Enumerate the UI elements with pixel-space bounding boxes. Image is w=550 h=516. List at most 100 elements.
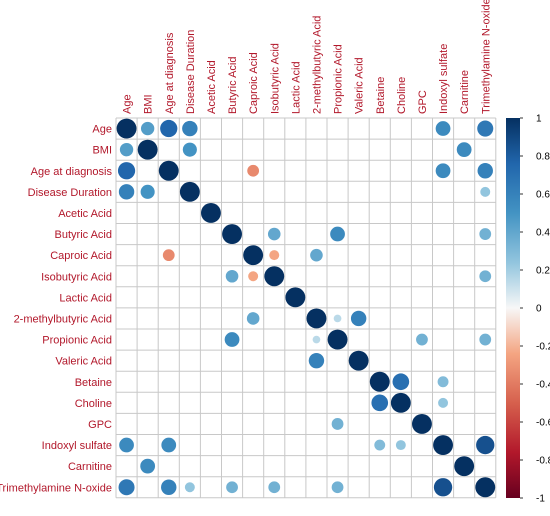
correlation-circle bbox=[480, 186, 491, 197]
column-label: Valeric Acid bbox=[354, 57, 366, 114]
correlation-circle bbox=[412, 414, 432, 434]
column-label: Propionic Acid bbox=[333, 44, 345, 114]
correlation-circle bbox=[435, 121, 451, 136]
correlation-circle bbox=[479, 228, 492, 240]
correlation-circle bbox=[477, 163, 493, 179]
column-label: Disease Duration bbox=[185, 30, 197, 114]
row-label: 2-methylbutyric Acid bbox=[14, 313, 112, 325]
correlation-circle bbox=[179, 181, 200, 202]
row-label: Acetic Acid bbox=[58, 208, 112, 220]
colorbar-tick-label: 0.4 bbox=[536, 228, 550, 239]
colorbar-tick-label: 0 bbox=[536, 304, 542, 315]
colorbar-gradient bbox=[506, 118, 520, 498]
correlation-circle bbox=[392, 373, 410, 391]
column-label: 2-methylbutyric Acid bbox=[311, 16, 323, 114]
correlation-circle bbox=[433, 435, 453, 455]
row-label: Carnitine bbox=[68, 461, 112, 473]
correlation-circle bbox=[140, 184, 155, 199]
correlation-circle bbox=[327, 329, 348, 350]
column-label: Caproic Acid bbox=[248, 52, 260, 114]
correlation-circle bbox=[246, 312, 260, 325]
correlation-circle bbox=[119, 437, 134, 453]
correlation-circle bbox=[456, 142, 472, 158]
column-label: Age bbox=[122, 94, 134, 114]
correlation-circle bbox=[161, 437, 177, 453]
correlation-circle bbox=[140, 121, 155, 136]
row-label: Isobutyric Acid bbox=[41, 271, 112, 283]
colorbar: 1 0.8 0.6 0.4 0.2 0 -0.2 -0.4 -0.6 -0.8 -1 bbox=[506, 114, 550, 505]
correlation-circle bbox=[348, 350, 369, 371]
colorbar-tick-label: -0.6 bbox=[536, 418, 550, 429]
grid bbox=[115, 117, 497, 499]
column-label: Betaine bbox=[375, 77, 387, 114]
correlation-circle bbox=[390, 392, 411, 413]
correlation-circle bbox=[416, 333, 428, 346]
row-label: Lactic Acid bbox=[59, 292, 112, 304]
correlation-cells bbox=[116, 118, 496, 498]
correlation-circle bbox=[285, 287, 306, 308]
correlation-circle bbox=[268, 481, 281, 494]
row-label: BMI bbox=[92, 145, 112, 157]
correlation-circle bbox=[438, 397, 449, 408]
correlation-circle bbox=[264, 266, 285, 287]
correlation-circle bbox=[330, 226, 345, 242]
correlation-circle bbox=[222, 224, 242, 244]
column-label: Carnitine bbox=[459, 70, 471, 114]
correlation-circle bbox=[224, 332, 240, 347]
correlation-circle bbox=[225, 269, 239, 283]
correlation-circle bbox=[201, 203, 221, 223]
column-label: Indoxyl sulfate bbox=[438, 44, 450, 114]
correlation-circle bbox=[182, 120, 198, 137]
correlation-circle bbox=[331, 418, 344, 430]
correlation-circle bbox=[137, 139, 158, 160]
correlation-circle bbox=[454, 456, 475, 477]
correlation-circle bbox=[161, 479, 177, 495]
colorbar-tick-label: -0.2 bbox=[536, 342, 550, 353]
column-label: Trimethylamine N-oxide bbox=[480, 0, 492, 114]
correlation-circle bbox=[437, 376, 449, 388]
correlation-circle bbox=[140, 458, 156, 474]
correlation-circle bbox=[395, 440, 406, 451]
correlation-circle bbox=[116, 118, 137, 139]
correlation-circle bbox=[243, 245, 264, 266]
column-label: BMI bbox=[143, 94, 155, 114]
correlation-circle bbox=[331, 481, 344, 494]
row-label: Indoxyl sulfate bbox=[42, 440, 112, 452]
colorbar-tick-label: 0.6 bbox=[536, 190, 550, 201]
column-label: Lactic Acid bbox=[290, 61, 302, 114]
correlation-circle bbox=[479, 270, 492, 283]
correlation-circle bbox=[248, 271, 259, 282]
correlation-circle bbox=[117, 162, 136, 180]
correlation-circle bbox=[269, 250, 280, 261]
colorbar-tick-label: -0.8 bbox=[536, 456, 550, 467]
correlation-circle bbox=[308, 352, 325, 369]
colorbar-tick-label: 1 bbox=[536, 114, 542, 125]
correlation-circle bbox=[182, 142, 197, 157]
correlation-circle bbox=[369, 371, 390, 392]
correlation-circle bbox=[479, 333, 492, 346]
colorbar-tick-label: -1 bbox=[536, 494, 545, 505]
correlation-circle bbox=[118, 184, 135, 200]
correlation-circle bbox=[371, 394, 389, 412]
column-label: Isobutyric Acid bbox=[269, 43, 281, 114]
row-label: Valeric Acid bbox=[55, 356, 112, 368]
column-labels: Age BMI Age at diagnosis Disease Duration Ac… bbox=[122, 0, 493, 114]
column-label: Choline bbox=[396, 77, 408, 114]
correlation-circle bbox=[374, 439, 386, 451]
column-label: GPC bbox=[417, 90, 429, 114]
column-label: Age at diagnosis bbox=[164, 32, 176, 114]
row-label: Propionic Acid bbox=[42, 335, 112, 347]
correlation-circle bbox=[475, 477, 496, 498]
correlation-circle bbox=[158, 160, 179, 181]
correlation-circle bbox=[226, 481, 238, 494]
colorbar-tick-label: -0.4 bbox=[536, 380, 550, 391]
column-label: Butyric Acid bbox=[227, 57, 239, 114]
correlation-circle bbox=[477, 120, 494, 137]
row-label: Age bbox=[92, 124, 112, 136]
correlation-circle bbox=[247, 164, 260, 177]
correlation-circle bbox=[160, 119, 178, 138]
row-label: Age at diagnosis bbox=[31, 166, 113, 178]
row-label: GPC bbox=[88, 419, 112, 431]
row-label: Disease Duration bbox=[28, 187, 112, 199]
